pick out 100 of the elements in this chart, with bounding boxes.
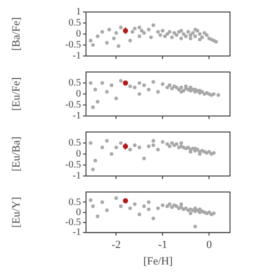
point: [152, 143, 156, 147]
point: [114, 96, 118, 100]
point: [138, 81, 142, 85]
point: [160, 82, 164, 86]
y-tick-label: 1: [76, 6, 81, 18]
point: [93, 88, 98, 92]
point: [165, 32, 170, 36]
point: [88, 141, 92, 145]
point: [156, 206, 160, 210]
point: [212, 151, 216, 155]
point: [119, 141, 123, 145]
point: [163, 34, 167, 38]
point: [88, 198, 92, 202]
y-tick-label: 0: [76, 206, 81, 218]
point: [198, 32, 202, 36]
point: [132, 202, 137, 206]
point: [216, 93, 220, 97]
point: [88, 81, 92, 85]
point: [105, 90, 109, 94]
y-tick-label: 0: [76, 148, 81, 160]
point: [152, 23, 156, 27]
point: [100, 81, 104, 85]
point: [186, 30, 190, 34]
point: [188, 36, 192, 40]
point: [160, 203, 164, 207]
point: [160, 140, 164, 144]
point: [88, 38, 92, 42]
y-tick-label: 0.5: [68, 18, 81, 29]
point: [174, 86, 178, 90]
x-tick-label: -1: [158, 239, 168, 252]
point: [105, 208, 109, 212]
point: [138, 26, 142, 30]
point: [100, 200, 104, 204]
point: [168, 83, 172, 87]
point: [168, 202, 172, 206]
point: [128, 148, 132, 152]
y-tick-label: 0: [76, 88, 81, 100]
y-axis-title: [Ba/Fe]: [10, 17, 22, 51]
point: [119, 204, 123, 208]
point: [128, 84, 132, 88]
point: [207, 150, 211, 154]
point: [156, 90, 160, 94]
point: [146, 207, 151, 212]
point: [152, 139, 156, 143]
point: [116, 44, 120, 48]
x-tick-label: -2: [112, 239, 121, 252]
y-axis-title: [Eu/Fe]: [10, 77, 22, 111]
point: [110, 83, 114, 87]
point: [96, 100, 100, 104]
y-tick-label: 0.5: [68, 196, 81, 208]
x-tick-label: 0: [206, 239, 212, 252]
point: [146, 144, 151, 148]
point: [165, 204, 170, 208]
point: [138, 146, 142, 150]
point: [146, 200, 151, 204]
point: [152, 80, 156, 84]
point: [110, 152, 114, 156]
point: [193, 28, 197, 32]
point: [179, 202, 184, 206]
point: [165, 142, 170, 146]
point: [142, 83, 146, 87]
point: [202, 31, 206, 35]
point: [132, 143, 137, 147]
point: [188, 86, 192, 90]
point: [214, 40, 218, 44]
y-tick-label: -1: [72, 110, 81, 122]
point: [170, 205, 174, 210]
point: [138, 212, 142, 216]
point: [179, 90, 184, 94]
point: [107, 28, 112, 32]
point: [122, 198, 128, 204]
point: [158, 33, 162, 37]
point: [204, 33, 209, 37]
y-tick-label: 0: [76, 28, 81, 40]
point: [132, 26, 137, 30]
point: [142, 31, 146, 35]
point: [142, 156, 146, 160]
point: [174, 142, 178, 146]
point: [165, 86, 170, 90]
point: [207, 210, 211, 214]
point: [198, 38, 202, 42]
point: [128, 206, 132, 210]
point: [105, 41, 109, 45]
y-tick-label: 0.5: [68, 138, 81, 149]
point: [212, 92, 216, 96]
point: [179, 141, 184, 145]
point: [168, 30, 172, 34]
point: [170, 86, 174, 90]
point: [160, 28, 164, 32]
point: [188, 150, 192, 154]
point: [193, 224, 197, 228]
point: [193, 34, 197, 38]
point: [96, 214, 100, 218]
point: [146, 88, 151, 92]
point: [119, 79, 123, 83]
point: [184, 34, 188, 38]
point: [105, 139, 109, 143]
point: [140, 28, 144, 32]
point: [182, 32, 186, 36]
point: [149, 36, 153, 40]
